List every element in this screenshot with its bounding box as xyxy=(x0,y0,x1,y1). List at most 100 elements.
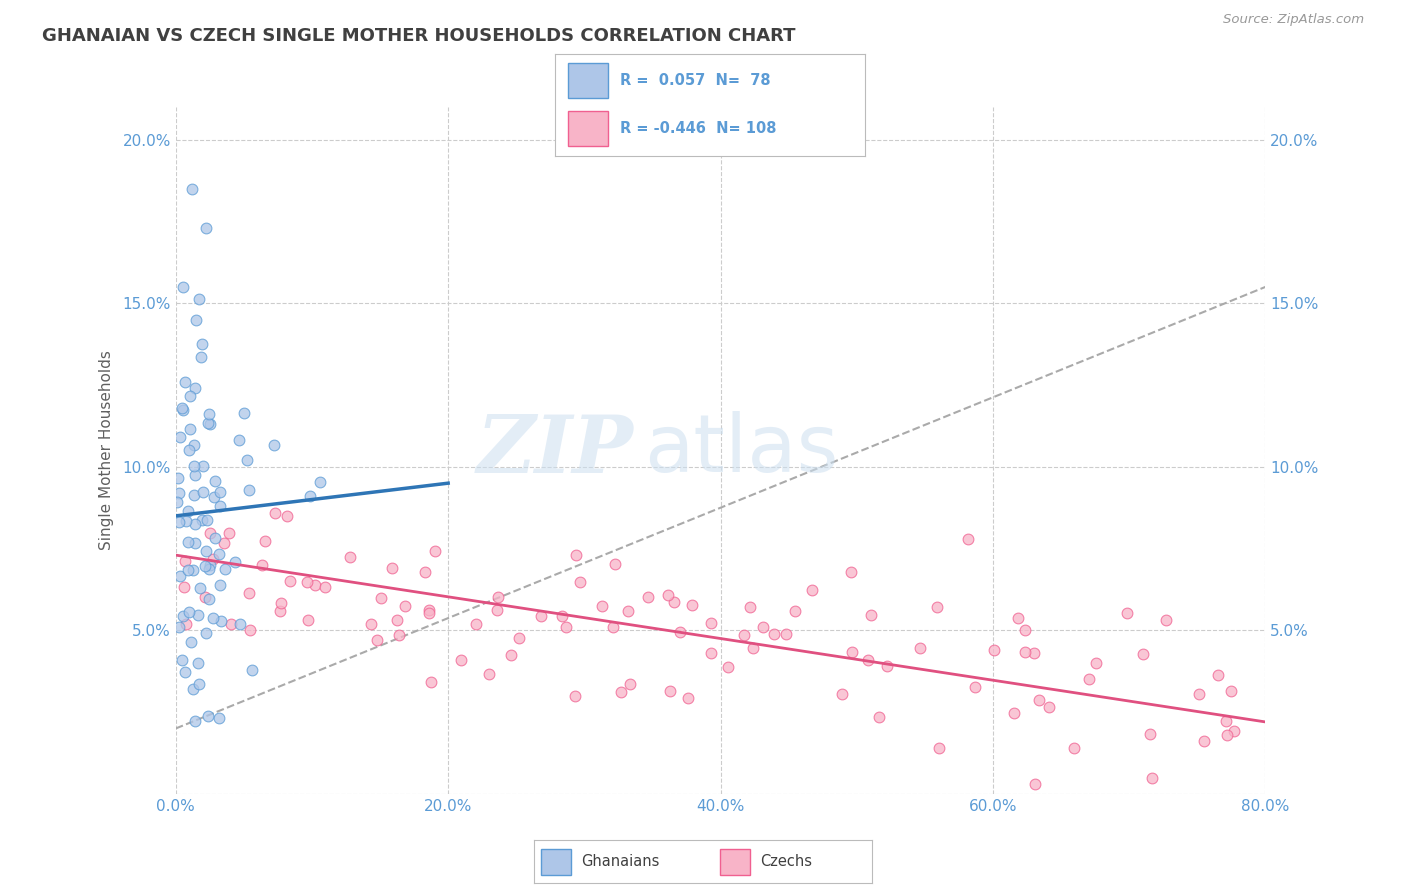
Point xyxy=(172,609,194,624)
Point xyxy=(238,586,260,600)
Point xyxy=(1215,728,1237,742)
Point xyxy=(177,563,200,577)
Point xyxy=(488,590,510,604)
Point xyxy=(209,578,232,592)
Point xyxy=(167,515,190,529)
Point xyxy=(167,485,190,500)
Point xyxy=(370,591,392,605)
Point xyxy=(208,711,231,725)
Point xyxy=(176,616,198,631)
Point xyxy=(264,506,287,520)
Point xyxy=(785,604,807,618)
Point xyxy=(763,627,786,641)
Point xyxy=(219,617,242,632)
Text: ZIP: ZIP xyxy=(477,412,633,489)
Point xyxy=(204,531,226,545)
Point xyxy=(800,582,823,597)
Point xyxy=(565,549,588,563)
Point xyxy=(859,607,882,622)
Point xyxy=(190,513,212,527)
Point xyxy=(183,438,205,452)
Point xyxy=(188,677,211,691)
Point xyxy=(1063,741,1085,756)
Point xyxy=(173,580,195,594)
Point xyxy=(299,489,322,503)
Point xyxy=(775,627,797,641)
Point xyxy=(388,628,411,642)
Point xyxy=(839,565,862,579)
Point xyxy=(177,534,200,549)
Point xyxy=(619,677,641,691)
Point xyxy=(173,554,195,568)
Point xyxy=(450,653,472,667)
Point xyxy=(499,648,522,662)
Point xyxy=(1215,714,1237,728)
Point xyxy=(925,600,948,615)
Point xyxy=(1002,706,1025,720)
Point xyxy=(194,558,217,573)
Point xyxy=(195,544,218,558)
Point xyxy=(169,430,191,444)
Point xyxy=(983,642,1005,657)
Point xyxy=(173,665,195,680)
Point xyxy=(928,741,950,756)
Point xyxy=(183,516,205,531)
Point xyxy=(717,659,740,673)
Point xyxy=(198,562,221,576)
Point xyxy=(1024,776,1046,790)
Point xyxy=(841,645,863,659)
Point xyxy=(228,433,250,447)
Point xyxy=(214,562,236,576)
Point xyxy=(263,438,285,452)
Point xyxy=(314,580,336,594)
Point xyxy=(423,543,446,558)
Bar xyxy=(568,111,607,145)
Point xyxy=(198,592,221,607)
Point xyxy=(181,681,204,696)
Point xyxy=(202,611,225,625)
Text: atlas: atlas xyxy=(644,411,838,490)
Point xyxy=(385,613,408,627)
Point xyxy=(214,536,236,550)
Point xyxy=(637,591,659,605)
Text: Source: ZipAtlas.com: Source: ZipAtlas.com xyxy=(1223,13,1364,27)
Point xyxy=(1206,668,1229,682)
Point xyxy=(198,417,221,432)
Point xyxy=(193,485,215,500)
Text: Ghanaians: Ghanaians xyxy=(582,855,659,869)
Point xyxy=(1014,623,1036,637)
Bar xyxy=(541,849,571,875)
Point xyxy=(1139,727,1161,741)
Point xyxy=(868,710,890,724)
Point xyxy=(508,631,530,645)
Point xyxy=(394,599,416,613)
Point xyxy=(413,566,436,580)
Point xyxy=(1219,683,1241,698)
Point xyxy=(1024,646,1046,660)
Point xyxy=(676,690,699,705)
Point xyxy=(1140,772,1163,786)
Point xyxy=(742,641,765,656)
Point xyxy=(603,557,626,571)
Point xyxy=(181,563,204,577)
Point xyxy=(304,578,326,592)
Point xyxy=(309,475,332,490)
Point xyxy=(198,558,221,572)
Point xyxy=(187,657,209,671)
Point xyxy=(252,558,274,572)
Point xyxy=(191,459,214,474)
Point xyxy=(908,641,931,656)
Point xyxy=(366,632,388,647)
Point xyxy=(1223,724,1246,739)
Point xyxy=(184,468,207,483)
Point xyxy=(681,599,703,613)
Point xyxy=(194,590,217,604)
Point xyxy=(360,617,382,632)
Point xyxy=(270,596,292,610)
Point xyxy=(733,627,755,641)
Point xyxy=(1192,734,1215,748)
Point xyxy=(174,514,197,528)
Point xyxy=(297,613,319,627)
Point xyxy=(1028,693,1050,707)
Point xyxy=(752,620,775,634)
